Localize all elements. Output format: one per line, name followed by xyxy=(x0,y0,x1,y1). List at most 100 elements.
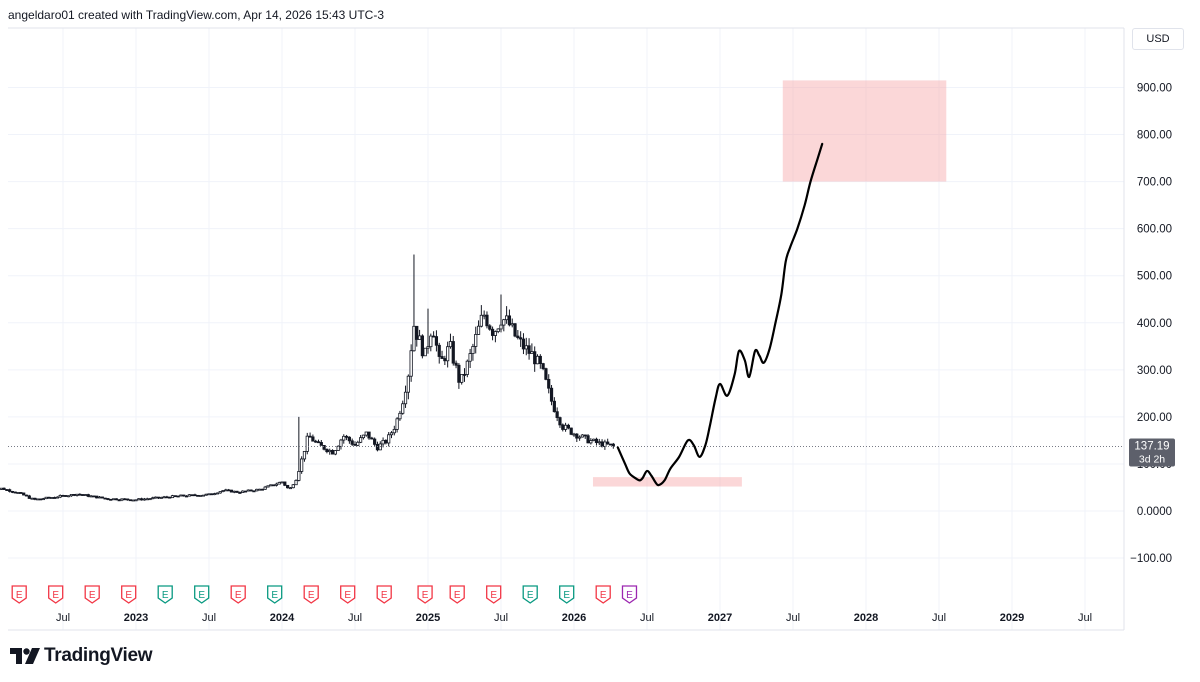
candle-body xyxy=(114,498,118,501)
earnings-marker[interactable]: E xyxy=(84,585,100,604)
candle-body xyxy=(533,351,537,365)
earnings-marker-label: E xyxy=(198,590,205,601)
candle-body xyxy=(55,496,59,499)
candle-body xyxy=(148,498,152,501)
candle-body xyxy=(367,431,371,439)
candle-body xyxy=(210,493,214,496)
price-tick-label: 500.00 xyxy=(1137,271,1172,283)
candle-body xyxy=(583,434,587,437)
candle-body xyxy=(440,356,444,359)
time-tick-label: Jul xyxy=(202,612,216,624)
candle-body xyxy=(128,499,132,502)
candle-body xyxy=(454,362,458,366)
candle-body xyxy=(2,487,6,490)
candle-body xyxy=(443,358,447,362)
candle-body xyxy=(78,493,82,496)
candle-body xyxy=(600,441,604,447)
candle-body xyxy=(140,498,144,501)
candle-body xyxy=(417,335,422,340)
candle-body xyxy=(134,499,138,502)
candle-body xyxy=(0,487,3,490)
tradingview-logo[interactable]: TradingView xyxy=(10,645,153,667)
earnings-marker[interactable]: E xyxy=(303,585,319,604)
price-tick-label: 600.00 xyxy=(1137,224,1172,236)
time-tick-label: Jul xyxy=(348,612,362,624)
price-tick-label: 200.00 xyxy=(1137,412,1172,424)
candle-body xyxy=(142,498,147,501)
candle-body xyxy=(44,496,48,500)
candle-body xyxy=(485,314,489,327)
candle-body xyxy=(457,364,461,383)
earnings-marker[interactable]: E xyxy=(48,585,64,604)
target-zone[interactable] xyxy=(592,477,742,487)
candle-body xyxy=(384,439,388,444)
candle-body xyxy=(555,411,559,418)
candle-body xyxy=(415,325,419,340)
earnings-marker[interactable]: E xyxy=(621,585,638,604)
candle-body xyxy=(291,484,295,489)
candle-body xyxy=(342,435,346,441)
candle-body xyxy=(462,373,467,376)
earnings-marker[interactable]: E xyxy=(376,585,392,604)
candle-body xyxy=(359,437,363,443)
candle-body xyxy=(97,496,102,499)
earnings-marker[interactable]: E xyxy=(267,585,283,604)
earnings-marker[interactable]: E xyxy=(11,585,27,604)
currency-button[interactable]: USD xyxy=(1132,28,1184,50)
candle-body xyxy=(30,497,34,500)
candle-body xyxy=(52,497,57,499)
candle-body xyxy=(50,497,54,499)
candle-body xyxy=(238,492,242,494)
candle-body xyxy=(465,360,469,375)
time-tick-label: 2026 xyxy=(562,612,586,624)
candle-body xyxy=(426,346,430,349)
candle-body xyxy=(221,490,225,492)
earnings-marker[interactable]: E xyxy=(121,585,137,604)
candle-body xyxy=(547,378,551,389)
time-tick-label: Jul xyxy=(56,612,70,624)
candle-body xyxy=(510,323,514,326)
time-tick-label: 2023 xyxy=(124,612,148,624)
candle-body xyxy=(597,441,601,444)
candle-body xyxy=(395,418,399,430)
earnings-marker[interactable]: E xyxy=(486,585,502,604)
earnings-marker[interactable]: E xyxy=(595,585,611,604)
candle-body xyxy=(260,488,264,491)
earnings-marker[interactable]: E xyxy=(194,585,210,604)
candle-body xyxy=(33,497,37,500)
candle-body xyxy=(434,336,439,346)
candle-body xyxy=(608,443,613,446)
candle-body xyxy=(176,495,180,498)
candle-body xyxy=(544,368,548,380)
candle-body xyxy=(336,445,340,451)
earnings-marker[interactable]: E xyxy=(417,585,433,604)
candle-body xyxy=(507,315,512,326)
projection-path[interactable] xyxy=(616,142,824,487)
earnings-marker[interactable]: E xyxy=(157,585,173,604)
earnings-marker[interactable]: E xyxy=(559,585,575,604)
candle-body xyxy=(552,400,556,413)
candle-body xyxy=(255,488,259,492)
candle-body xyxy=(499,324,503,330)
earnings-marker[interactable]: E xyxy=(449,585,465,604)
candle-body xyxy=(16,492,20,494)
price-axis[interactable]: 900.00 800.00 700.00 600.00 500.00 400.00 300.… xyxy=(1130,82,1172,565)
candle-body xyxy=(392,428,396,434)
earnings-marker[interactable]: E xyxy=(522,585,538,604)
target-zones[interactable] xyxy=(592,80,947,487)
candle-body xyxy=(513,323,517,337)
target-zone[interactable] xyxy=(782,80,947,182)
time-axis[interactable]: Jul 2023 Jul 2024 Jul 2025 Jul 2026 Jul 2027 Jul 20… xyxy=(56,612,1092,624)
candle-body xyxy=(154,496,158,499)
earnings-marker[interactable]: E xyxy=(340,585,356,604)
earnings-marker[interactable]: E xyxy=(230,585,246,604)
candle-body xyxy=(266,485,270,488)
candle-body xyxy=(179,494,183,497)
candle-body xyxy=(530,351,534,354)
time-tick-label: 2024 xyxy=(270,612,295,624)
price-tick-label: 900.00 xyxy=(1137,82,1172,94)
candle-body xyxy=(476,325,481,335)
candle-body xyxy=(106,498,110,500)
